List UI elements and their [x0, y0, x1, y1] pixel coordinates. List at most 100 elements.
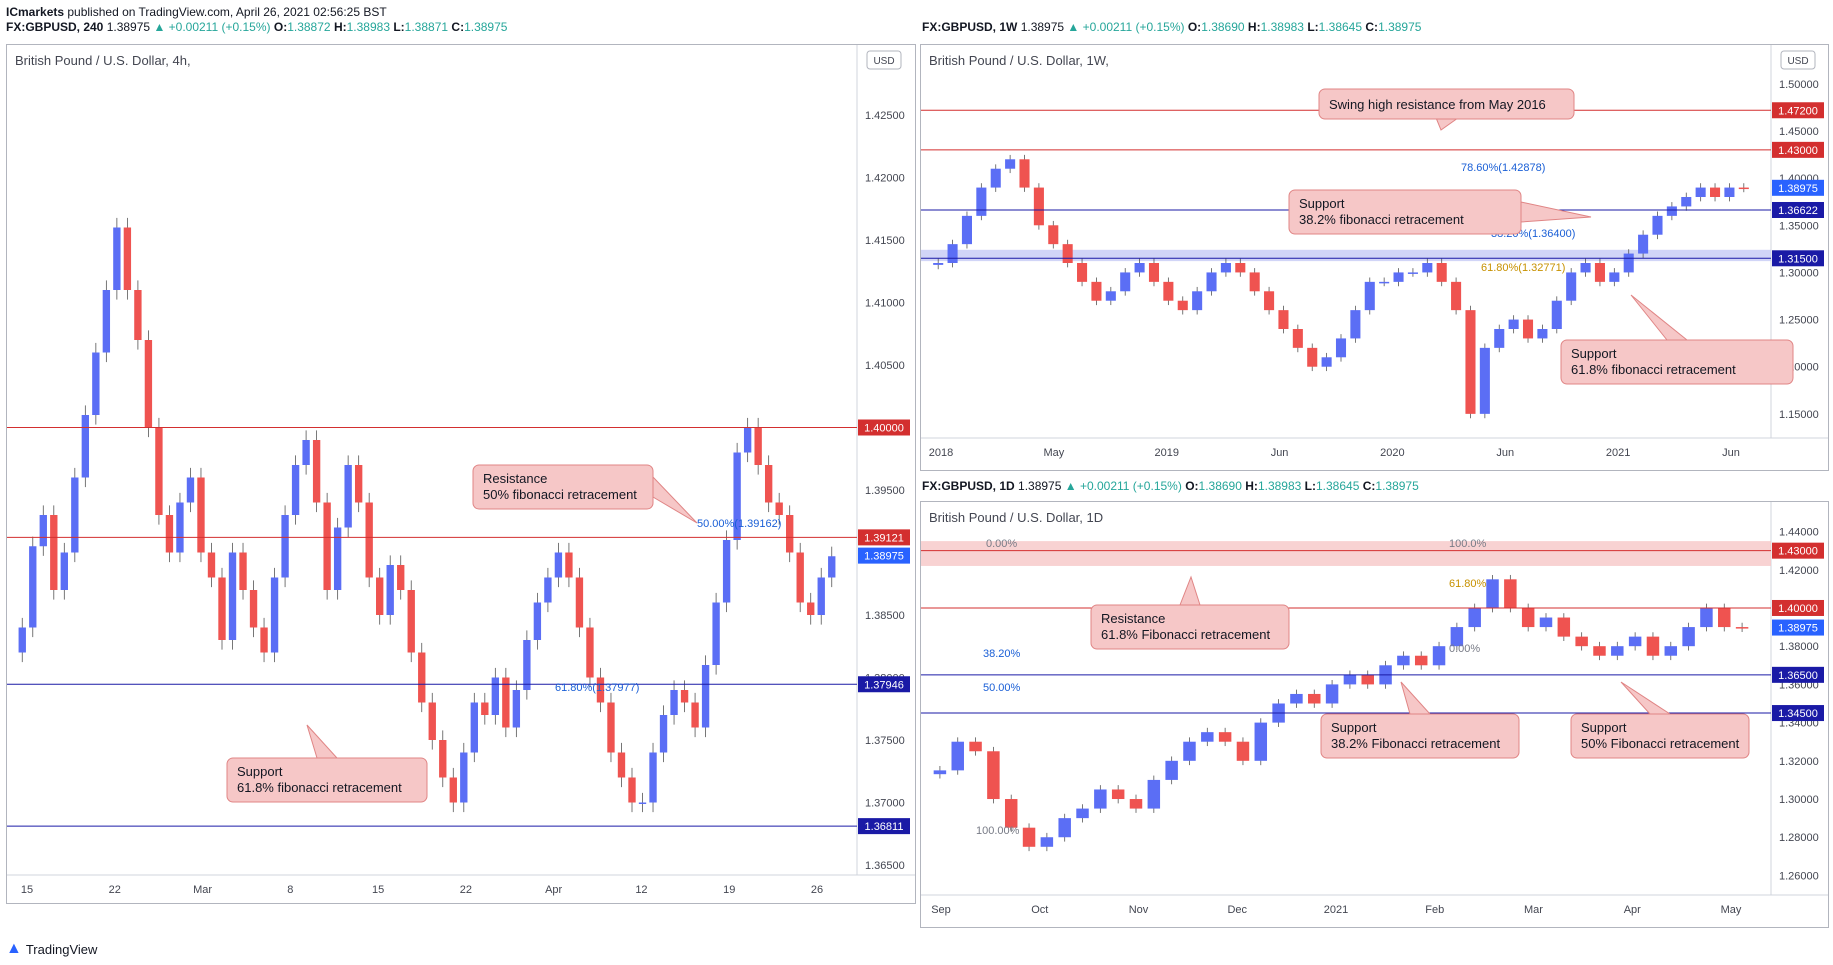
candle-body [947, 244, 958, 263]
price-tag-last [1772, 619, 1824, 636]
tradingview-footer[interactable]: ▲ TradingView [6, 940, 97, 958]
candle-body [1005, 159, 1016, 169]
candle-body [1292, 329, 1303, 348]
legend-1d: FX:GBPUSD, 1D 1.38975 ▲ +0.00211 (+0.15%… [922, 479, 1419, 493]
candle-body [1436, 263, 1447, 282]
candle-body [1236, 741, 1250, 761]
price-tag-resistance [1772, 141, 1824, 158]
candle-body [628, 777, 636, 803]
candle-body [990, 168, 1001, 188]
chart-title: British Pound / U.S. Dollar, 1W, [929, 53, 1109, 68]
chart-title: British Pound / U.S. Dollar, 1D [929, 510, 1104, 525]
price-tag-support [858, 818, 910, 835]
candle-body [701, 665, 710, 728]
candle-body [712, 602, 720, 665]
annotation-callout[interactable]: Swing high resistance from May 2016 [1318, 88, 1575, 131]
candle-body [796, 552, 804, 603]
candle-body [439, 740, 447, 778]
chart-svg: 1.440001.420001.400001.380001.360001.340… [921, 502, 1828, 916]
candle-body [1718, 607, 1731, 628]
publisher-line: ICmarkets published on TradingView.com, … [6, 5, 387, 19]
callout-line-2: 61.8% Fibonacci retracement [1101, 627, 1270, 642]
chart-panel-1w[interactable]: British Pound / U.S. Dollar, 1W, 1.50000… [920, 44, 1829, 471]
currency-box[interactable] [866, 50, 902, 70]
candle-body [933, 770, 947, 775]
candle-body [1163, 281, 1174, 301]
callout-box [226, 757, 428, 803]
y-tick-label: 1.26000 [1779, 870, 1819, 882]
price-tag-label: 1.38975 [1778, 183, 1818, 195]
candle-body [291, 465, 300, 515]
price-tag-resistance [858, 419, 910, 436]
candle-body [1594, 263, 1605, 282]
callout-pointer [1435, 118, 1459, 131]
y-tick-label: 1.38500 [865, 610, 905, 622]
x-tick-label: 2020 [1380, 447, 1404, 459]
currency-label: USD [1787, 56, 1808, 67]
candle-body [951, 741, 964, 771]
candle-body [1120, 272, 1131, 292]
candle-body [1646, 636, 1660, 656]
tradingview-logo-icon: ▲ [6, 940, 22, 957]
legend-high: 1.38983 [1260, 20, 1304, 34]
fib-label: 0.00% [1449, 643, 1480, 655]
candle-body [491, 677, 500, 715]
candle-body [544, 577, 552, 603]
candle-body [1710, 187, 1721, 197]
candle-body [1177, 300, 1188, 311]
x-tick-label: Jun [1722, 447, 1740, 459]
candle-body [1062, 244, 1073, 263]
callout-box [1288, 189, 1522, 235]
legend-close: 1.38975 [464, 20, 508, 34]
price-tag-label: 1.43000 [1778, 546, 1818, 558]
candle-body [722, 540, 731, 603]
candle-body [81, 415, 90, 478]
chart-panel-4h[interactable]: British Pound / U.S. Dollar, 4h, 1.42500… [6, 44, 916, 904]
candle-body [281, 515, 289, 578]
candle-body [607, 702, 615, 753]
fib-label: 61.80% [1449, 578, 1487, 590]
currency-box[interactable] [1780, 50, 1816, 70]
publisher-name[interactable]: ICmarkets [6, 5, 65, 19]
candle-body [249, 590, 258, 628]
candle-body [649, 752, 657, 803]
candle-body [1664, 646, 1678, 656]
y-tick-label: 1.25000 [1779, 315, 1819, 327]
candle-body [1486, 579, 1499, 608]
candle-body [1414, 655, 1428, 666]
candle-body [407, 590, 415, 653]
candle-body [186, 477, 195, 503]
candle-body [1147, 779, 1161, 809]
candle-body [1165, 760, 1178, 780]
candle-body [1682, 627, 1695, 647]
candle-body [1335, 338, 1347, 358]
legend-low: 1.38645 [1318, 20, 1363, 34]
candle-body [1019, 159, 1030, 188]
candle-body [123, 227, 132, 290]
candle-body [1220, 263, 1231, 273]
x-tick-label: 19 [723, 884, 735, 896]
candle-body [1148, 263, 1160, 282]
chart-panel-1d[interactable]: British Pound / U.S. Dollar, 1D 1.44000 1… [920, 501, 1829, 928]
candle-body [1325, 684, 1339, 704]
candle-body [1609, 272, 1620, 282]
candle-body [1451, 281, 1462, 311]
candle-body [312, 440, 321, 503]
candle-body [1611, 646, 1624, 656]
y-tick-label: 1.42500 [865, 110, 905, 122]
candle-body [1735, 627, 1749, 629]
fib-label: 50.00% [983, 682, 1021, 694]
candle-body [1508, 319, 1519, 329]
price-tag-support [1772, 250, 1824, 267]
fib-label: 100.0% [1449, 538, 1487, 550]
candle-body [1397, 655, 1410, 666]
candle-body [1048, 225, 1059, 245]
callout-pointer [1520, 201, 1592, 223]
